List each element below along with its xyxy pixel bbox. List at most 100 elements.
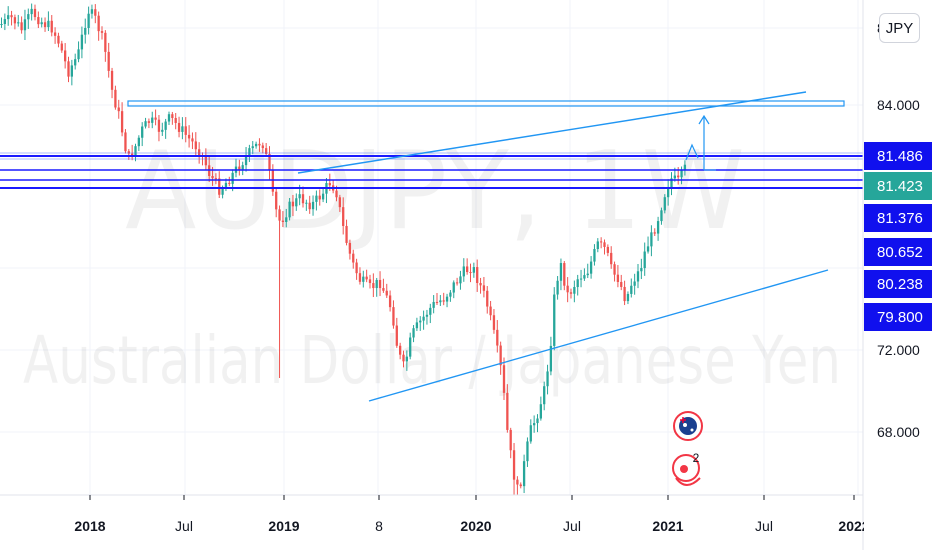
candle-body [174, 117, 177, 123]
candle-body [489, 306, 492, 316]
candle-body [653, 232, 656, 234]
candle-body [224, 182, 228, 189]
candle-body [683, 164, 687, 171]
candle-body [519, 484, 522, 487]
candle-body [559, 263, 563, 281]
time-tick-label: Jul [563, 518, 581, 534]
candle-body [80, 34, 84, 50]
candle-body [338, 197, 341, 208]
candle-body [345, 225, 348, 243]
candle-body [375, 279, 378, 289]
candle-body [623, 286, 626, 302]
candle-body [409, 337, 412, 357]
candle-body [204, 155, 207, 166]
candle-body [295, 198, 298, 207]
candle-body [3, 19, 6, 25]
currency-button[interactable]: JPY [879, 13, 920, 43]
watermark: AUDJPY, 1W Australian Dollar / Japanese Y… [23, 129, 841, 399]
price-badge-bg [864, 172, 932, 200]
candle-body [506, 392, 509, 430]
candle-body [181, 126, 184, 132]
candle-body [429, 307, 432, 315]
candle-body [620, 281, 623, 287]
candle-body [308, 202, 311, 210]
candle-body [301, 194, 305, 204]
australia-flag-icon[interactable] [673, 411, 703, 441]
candle-body [198, 149, 201, 156]
candle-body [469, 272, 472, 274]
candle-body [171, 114, 174, 118]
candle-body [84, 27, 87, 35]
candle-body [311, 201, 315, 210]
arrow-up-icon[interactable] [698, 114, 710, 170]
candle-body [466, 266, 469, 273]
price-tick-label: 68.000 [877, 424, 920, 440]
candle-body [114, 89, 117, 108]
candle-body [23, 19, 27, 31]
candle-body [499, 345, 502, 366]
candle-body [127, 151, 130, 154]
candle-body [64, 50, 67, 62]
candle-body [633, 281, 636, 286]
candle-body [43, 22, 47, 28]
candle-body [526, 441, 529, 462]
candle-body [593, 249, 596, 262]
flag-star [690, 428, 694, 432]
candle-body [305, 202, 308, 204]
candle-body [33, 8, 37, 18]
candle-body [0, 24, 3, 26]
candle-body [539, 404, 542, 419]
candle-body [536, 418, 539, 424]
candle-body [636, 271, 640, 282]
price-tick-label: 72.000 [877, 342, 920, 358]
candle-body [87, 13, 90, 28]
price-badge-bg [864, 204, 932, 232]
candle-body [107, 51, 110, 71]
time-tick-label: 2019 [268, 518, 299, 534]
candle-body [238, 166, 241, 171]
candle-body [134, 146, 137, 158]
candle-body [117, 107, 120, 112]
candle-body [569, 292, 573, 294]
lower-trend-line[interactable] [368, 269, 829, 402]
candles [0, 3, 687, 495]
candle-body [459, 276, 462, 284]
upper-trend-line[interactable] [297, 91, 807, 174]
candle-body [358, 273, 362, 282]
time-tick-label: 2020 [460, 518, 491, 534]
price-badge: 81.486 [864, 142, 932, 170]
candle-body [258, 143, 261, 146]
candle-body [298, 194, 301, 199]
candle-body [512, 450, 516, 480]
earnings-icon[interactable]: 2 [672, 451, 701, 486]
candle-body [60, 43, 63, 51]
price-badge: 80.652 [864, 238, 932, 266]
resistance-band[interactable] [127, 100, 845, 107]
candle-body [586, 273, 589, 276]
candle-body [164, 121, 167, 130]
time-tick-label: 2018 [74, 518, 105, 534]
candle-body [566, 285, 569, 293]
event-dot [680, 465, 688, 473]
price-badge: 81.376 [864, 204, 932, 232]
candle-body [553, 294, 556, 346]
candle-body [395, 325, 398, 346]
candle-body [388, 295, 392, 308]
time-tick-label: 8 [375, 518, 383, 534]
candle-body [680, 170, 683, 178]
events[interactable]: 2 [672, 411, 703, 486]
candle-body [67, 61, 70, 77]
arrow-up-icon[interactable] [685, 143, 699, 161]
candle-body [291, 201, 295, 207]
candle-body [7, 15, 10, 20]
candle-body [27, 14, 30, 20]
candle-body [449, 292, 452, 297]
candle-body [626, 293, 630, 302]
candle-body [673, 175, 676, 179]
candle-body [452, 282, 455, 293]
drawings[interactable] [0, 91, 863, 402]
candle-body [613, 264, 616, 275]
